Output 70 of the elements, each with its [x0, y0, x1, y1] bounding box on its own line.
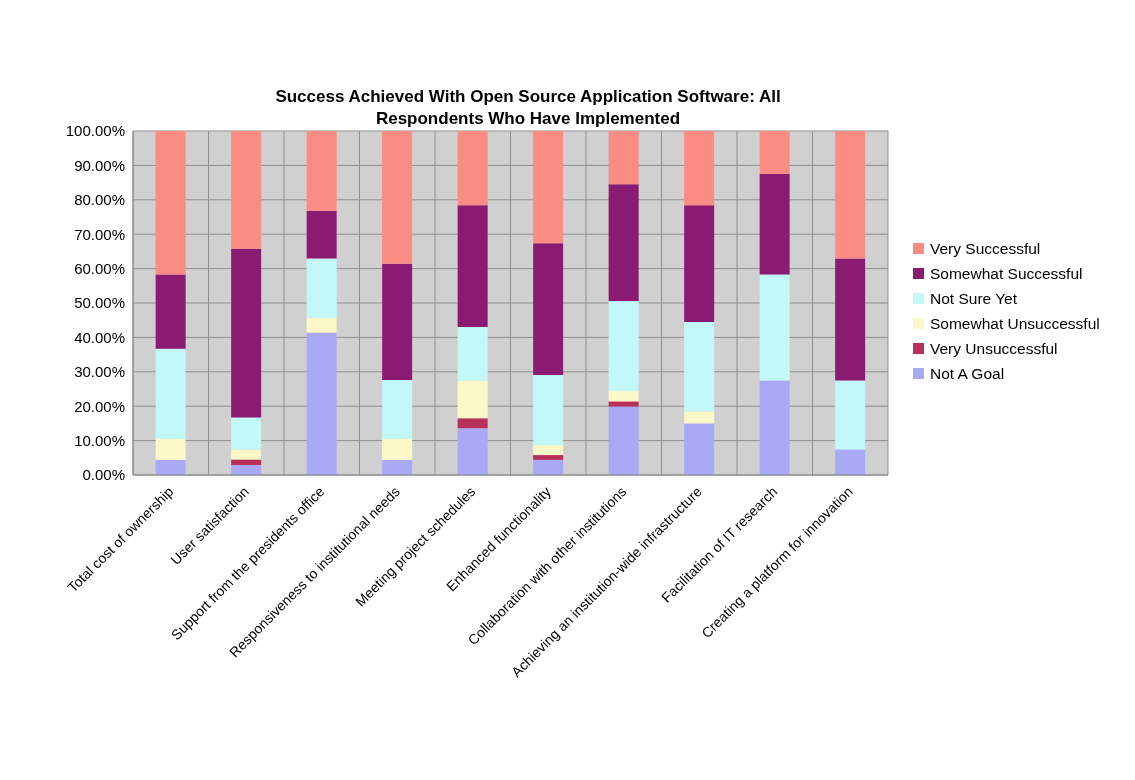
bar: [306, 258, 337, 318]
y-tick-label: 90.00%: [74, 156, 125, 174]
bar: [155, 459, 186, 475]
y-tick-label: 0.00%: [82, 466, 125, 484]
bar: [457, 327, 488, 381]
bar: [155, 274, 186, 349]
y-tick-label: 30.00%: [74, 363, 125, 381]
bar: [231, 248, 262, 418]
bar: [608, 300, 639, 392]
bar: [382, 438, 413, 460]
bar: [231, 131, 262, 249]
legend-label: Very Successful: [930, 239, 1041, 259]
bar: [533, 455, 564, 460]
bar: [684, 205, 715, 322]
y-tick-label: 20.00%: [74, 397, 125, 415]
bar: [457, 418, 488, 429]
bar: [155, 348, 186, 439]
bar: [382, 263, 413, 381]
bar: [382, 380, 413, 439]
bar: [231, 459, 262, 466]
bar: [533, 131, 564, 244]
bar: [533, 374, 564, 446]
bar: [306, 210, 337, 259]
bar: [231, 417, 262, 450]
bar: [759, 274, 790, 381]
bar: [684, 321, 715, 412]
bar: [457, 380, 488, 419]
legend-label: Very Unsuccessful: [930, 339, 1058, 359]
y-tick-label: 10.00%: [74, 431, 125, 449]
bar: [306, 131, 337, 211]
legend-label: Somewhat Unsuccessful: [930, 314, 1100, 334]
y-tick-label: 70.00%: [74, 225, 125, 243]
bar: [608, 401, 639, 407]
bar: [457, 428, 488, 475]
bar: [306, 317, 337, 333]
bar: [684, 411, 715, 424]
bar: [608, 406, 639, 475]
legend-label: Not A Goal: [930, 364, 1005, 384]
legend-label: Not Sure Yet: [930, 289, 1018, 309]
bar: [759, 380, 790, 475]
bar: [835, 449, 866, 475]
bar: [608, 131, 639, 185]
bar: [835, 131, 866, 259]
bar: [382, 131, 413, 264]
bar: [684, 423, 715, 475]
bar: [457, 205, 488, 328]
bar: [533, 243, 564, 375]
y-tick-label: 80.00%: [74, 191, 125, 209]
bar: [231, 465, 262, 475]
bar: [835, 380, 866, 450]
y-tick-label: 60.00%: [74, 259, 125, 277]
bar: [608, 391, 639, 402]
bar: [306, 332, 337, 475]
y-tick-label: 100.00%: [65, 122, 125, 140]
bar: [684, 131, 715, 206]
y-tick-label: 50.00%: [74, 294, 125, 312]
bar: [759, 131, 790, 174]
bar: [155, 131, 186, 275]
y-tick-label: 40.00%: [74, 328, 125, 346]
chart-title: Success Achieved With Open Source Application Software: All Respondents Who Have Implemented: [274, 86, 782, 130]
legend-label: Somewhat Successful: [930, 264, 1083, 284]
bar: [457, 131, 488, 206]
bar: [835, 258, 866, 381]
bar: [533, 445, 564, 456]
bar: [155, 438, 186, 460]
bar: [533, 459, 564, 475]
bar: [759, 174, 790, 275]
bar: [608, 184, 639, 301]
bar: [382, 459, 413, 475]
bar: [231, 449, 262, 460]
